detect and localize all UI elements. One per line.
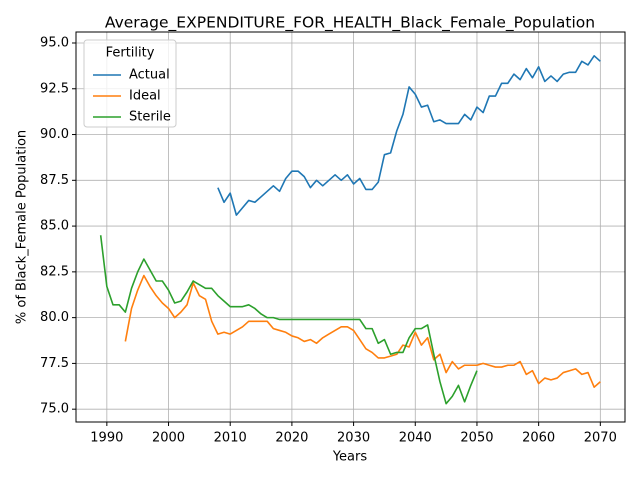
y-tick-label: 75.0 [40,402,69,417]
chart-title: Average_EXPENDITURE_FOR_HEALTH_Black_Fem… [105,14,595,33]
x-tick-label: 2040 [399,431,432,446]
x-axis-label: Years [332,450,368,465]
y-tick-label: 85.0 [40,219,69,234]
y-tick-label: 90.0 [40,127,69,142]
x-tick-label: 2030 [337,431,370,446]
x-tick-label: 2050 [460,431,493,446]
x-tick-label: 2020 [275,431,308,446]
y-tick-label: 82.5 [40,264,69,279]
plot-frame [75,31,626,423]
y-axis-label: % of Black_Female Population [15,130,30,324]
legend-label: Sterile [129,110,171,125]
legend-box [83,39,177,128]
x-tick-label: 2010 [214,431,247,446]
data-line [124,274,601,389]
y-tick-label: 77.5 [40,356,69,371]
x-tick-label: 2060 [522,431,555,446]
y-tick-label: 92.5 [40,81,69,96]
y-tick-label: 80.0 [40,310,69,325]
legend-label: Ideal [129,89,161,104]
legend-label: Actual [129,68,170,83]
x-tick-label: 2070 [584,431,617,446]
legend-title: Fertility [106,46,155,61]
data-line [217,55,601,216]
y-tick-label: 87.5 [40,173,69,188]
x-tick-label: 2000 [152,431,185,446]
data-line [99,235,478,405]
x-tick-label: 1990 [90,431,123,446]
y-tick-label: 95.0 [40,35,69,50]
